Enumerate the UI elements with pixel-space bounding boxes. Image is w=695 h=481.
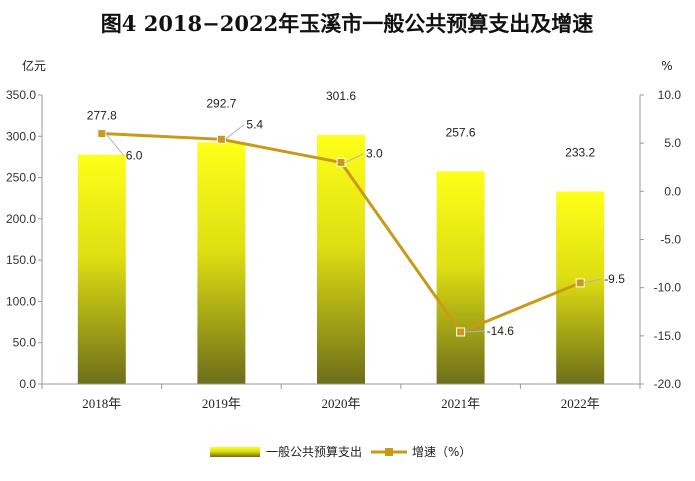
growth-value-label: 5.4 (246, 117, 263, 131)
left-tick-label: 0.0 (19, 377, 36, 391)
left-tick-label: 300.0 (6, 129, 36, 143)
legend-bar-swatch (210, 447, 260, 457)
left-tick-label: 200.0 (6, 212, 36, 226)
left-tick-label: 150.0 (6, 253, 36, 267)
bar-value-label: 257.6 (446, 125, 476, 139)
bar-value-label: 292.7 (206, 96, 236, 110)
right-tick-label: -10.0 (654, 281, 682, 295)
bar-value-label: 233.2 (565, 145, 595, 159)
growth-value-label: -9.5 (604, 272, 625, 286)
growth-value-label: 3.0 (366, 146, 383, 160)
bar-0 (77, 154, 126, 384)
growth-point-3 (456, 327, 466, 337)
chart-title: 图4 2018−2022年玉溪市一般公共预算支出及增速 (101, 11, 593, 36)
right-tick-label: 10.0 (658, 88, 682, 102)
right-tick-label: 5.0 (664, 136, 681, 150)
axes-group: 0.0 50.0 100.0 150.0 200.0 250.0 300.0 350.0 -20… (6, 88, 681, 411)
legend-line-label: 增速（%） (412, 445, 471, 459)
left-tick-label: 100.0 (6, 294, 36, 308)
x-tick-label: 2022年 (561, 396, 600, 411)
legend-line-marker (385, 448, 393, 456)
growth-point-0 (97, 129, 107, 139)
legend: 一般公共预算支出 增速（%） (210, 444, 471, 459)
growth-label-leader (225, 123, 245, 140)
x-tick-label: 2021年 (441, 396, 480, 411)
right-tick-label: 0.0 (664, 184, 681, 198)
legend-bar-label: 一般公共预算支出 (266, 444, 362, 459)
growth-point-4 (575, 278, 585, 288)
bar-value-label: 277.8 (87, 109, 117, 123)
data-labels-group: 277.8 292.7 301.6 257.6 233.2 6.0 5.4 3.0 -14.6 -… (87, 89, 625, 338)
right-axis-unit: % (661, 59, 672, 73)
left-tick-label: 50.0 (13, 336, 37, 350)
bar-1 (197, 142, 246, 384)
left-tick-label: 250.0 (6, 171, 36, 185)
growth-label-leader (584, 278, 603, 284)
right-tick-label: -15.0 (654, 329, 682, 343)
bar-value-label: 301.6 (326, 89, 356, 103)
left-tick-label: 350.0 (6, 88, 36, 102)
right-tick-label: -20.0 (654, 377, 682, 391)
bar-3 (436, 171, 485, 384)
growth-point-1 (216, 134, 226, 144)
x-tick-label: 2018年 (82, 396, 121, 411)
growth-line-group (97, 129, 585, 337)
x-tick-label: 2020年 (321, 396, 360, 411)
bar-4 (556, 191, 605, 384)
x-tick-label: 2019年 (202, 396, 241, 411)
growth-label-leader (464, 330, 485, 333)
bar-2 (317, 134, 365, 384)
growth-label-leader (344, 152, 365, 163)
left-axis-unit: 亿元 (22, 58, 46, 73)
right-tick-label: -5.0 (660, 233, 681, 247)
growth-point-2 (336, 157, 346, 167)
growth-value-label: 6.0 (126, 149, 143, 163)
growth-label-leader (105, 133, 125, 156)
growth-value-label: -14.6 (487, 324, 515, 338)
bars-group (77, 134, 605, 384)
